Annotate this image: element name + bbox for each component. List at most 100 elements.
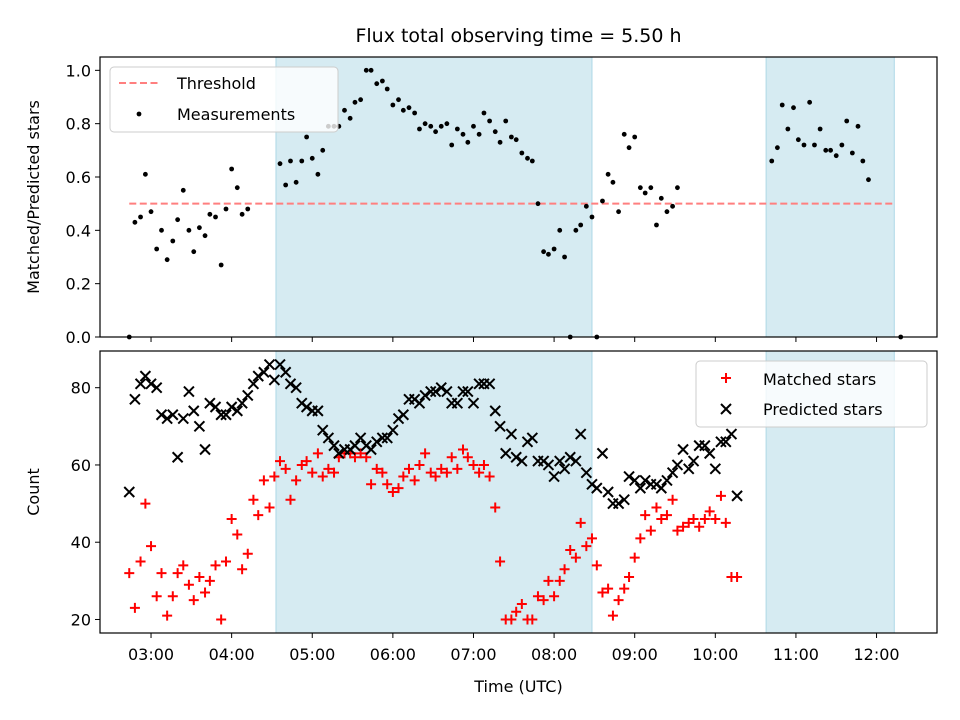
measurement-point — [551, 246, 557, 252]
predicted-marker — [279, 366, 292, 378]
predicted-marker — [623, 470, 635, 483]
y-tick-label: 80 — [71, 379, 91, 398]
measurement-point — [573, 227, 579, 233]
measurement-point — [637, 185, 643, 191]
matched-marker — [495, 556, 506, 567]
predicted-marker — [542, 459, 555, 471]
legend-measurements-swatch — [136, 111, 142, 117]
matched-marker — [285, 494, 296, 505]
measurement-point — [454, 126, 460, 132]
x-tick-label: 09:00 — [612, 645, 658, 664]
bottom-panel-counts: 20 40 60 80 03:00 04:00 05:00 06:00 07:00 08:00 09… — [24, 350, 938, 696]
matched-marker — [678, 521, 689, 532]
predicted-marker — [580, 466, 593, 479]
predicted-marker — [554, 455, 566, 467]
measurement-point — [218, 262, 224, 268]
predicted-marker — [457, 385, 469, 398]
predicted-marker — [634, 482, 647, 494]
predicted-marker — [167, 409, 179, 421]
predicted-marker — [671, 459, 684, 471]
predicted-marker — [193, 420, 206, 433]
legend-threshold-label: Threshold — [176, 74, 256, 93]
measurement-point — [148, 209, 154, 215]
matched-marker — [146, 541, 157, 552]
measurement-point — [535, 201, 541, 207]
matched-marker — [699, 514, 710, 525]
matched-marker — [317, 471, 328, 482]
predicted-marker — [204, 397, 216, 409]
matched-marker — [232, 529, 243, 540]
predicted-marker — [505, 428, 518, 440]
predicted-marker — [510, 451, 522, 463]
matched-marker — [672, 525, 683, 536]
predicted-marker — [596, 447, 609, 460]
predicted-marker — [123, 486, 135, 498]
matched-marker — [167, 591, 178, 602]
predicted-marker — [161, 412, 173, 425]
measurement-point — [795, 137, 801, 143]
predicted-marker — [425, 385, 437, 398]
predicted-marker — [715, 436, 727, 448]
predicted-marker — [258, 366, 270, 378]
predicted-marker — [139, 370, 152, 382]
matched-marker — [258, 475, 269, 486]
predicted-marker — [699, 439, 711, 452]
matched-marker — [248, 494, 259, 505]
matched-marker — [591, 560, 602, 571]
shaded-interval-1 — [765, 56, 895, 338]
matched-marker — [570, 552, 581, 563]
measurement-point — [471, 123, 476, 129]
predicted-marker — [429, 385, 442, 398]
predicted-marker — [435, 381, 447, 394]
measurement-point — [299, 158, 305, 164]
measurement-point — [487, 118, 493, 124]
measurement-point — [529, 158, 535, 164]
measurement-point — [159, 227, 164, 233]
matched-marker — [575, 517, 586, 528]
measurement-point — [812, 142, 817, 148]
predicted-marker — [387, 424, 399, 436]
matched-marker — [484, 471, 495, 482]
matched-marker — [532, 591, 543, 602]
matched-marker — [549, 591, 560, 602]
predicted-marker — [268, 374, 281, 386]
predicted-marker — [215, 409, 227, 421]
predicted-marker — [564, 451, 576, 463]
predicted-marker — [683, 463, 695, 475]
measurement-point — [234, 185, 240, 191]
measurement-point — [562, 254, 567, 260]
measurement-point — [541, 249, 547, 255]
measurement-point — [422, 121, 428, 127]
predicted-marker — [365, 443, 377, 456]
predicted-marker — [188, 405, 200, 417]
matched-marker — [216, 614, 227, 625]
measurement-point — [164, 257, 170, 263]
predicted-marker — [145, 378, 157, 390]
legend-predicted-label: Predicted stars — [763, 400, 883, 419]
predicted-marker — [354, 432, 367, 444]
matched-marker — [172, 568, 183, 579]
matched-marker — [264, 502, 275, 513]
measurement-point — [769, 158, 775, 164]
predicted-marker — [225, 401, 238, 413]
measurement-point — [368, 67, 374, 73]
shaded-interval-0 — [275, 350, 593, 634]
measurement-point — [138, 214, 143, 220]
predicted-marker — [274, 358, 286, 371]
matched-marker — [253, 510, 264, 521]
measurement-point — [621, 131, 627, 137]
predicted-marker — [129, 393, 141, 405]
matched-marker — [414, 459, 425, 470]
measurement-point — [390, 102, 396, 108]
matched-marker — [516, 599, 527, 610]
y-tick-label: 0.2 — [66, 275, 91, 294]
measurement-point — [320, 147, 326, 153]
y-tick-label: 40 — [71, 533, 91, 552]
matched-marker — [645, 525, 656, 536]
y-axis-label: Count — [24, 468, 43, 516]
predicted-marker — [300, 401, 313, 413]
matched-marker — [124, 568, 135, 579]
measurement-point — [664, 209, 670, 215]
matched-marker — [656, 514, 667, 525]
measurement-point — [546, 251, 551, 257]
